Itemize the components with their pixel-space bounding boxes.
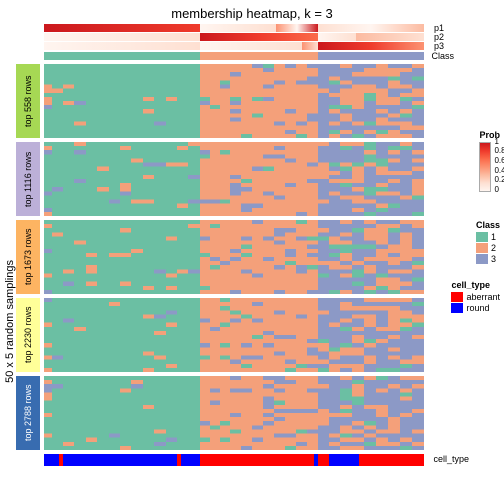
legend-item: 1 [476, 232, 500, 242]
block-label: top 2788 rows [16, 376, 40, 450]
prob-tick: 1 [494, 137, 498, 146]
legend-item: round [451, 303, 500, 313]
legend-item: 3 [476, 254, 500, 264]
legend-celltype-title: cell_type [451, 280, 500, 290]
block-label: top 1116 rows [16, 142, 40, 216]
sampling-block: top 558 rows [44, 64, 424, 138]
celltype-row: cell_type [44, 454, 424, 466]
prob-tick: 0.2 [494, 175, 504, 184]
heatmap-container: p1p2p3Classtop 558 rowstop 1116 rowstop … [44, 24, 424, 466]
block-label: top 1673 rows [16, 220, 40, 294]
sampling-block: top 1116 rows [44, 142, 424, 216]
prob-row-p1: p1 [44, 24, 424, 32]
celltype-row-label: cell_type [433, 454, 469, 464]
sampling-block: top 2230 rows [44, 298, 424, 372]
prob-row-p3: p3 [44, 42, 424, 50]
prob-colorbar: 00.20.40.60.81 [479, 142, 491, 192]
prob-tick: 0.4 [494, 166, 504, 175]
chart-title: membership heatmap, k = 3 [0, 6, 504, 21]
y-axis-label: 50 x 5 random samplings [4, 260, 16, 383]
class-row-label: Class [431, 51, 454, 61]
class-row: Class [44, 52, 424, 60]
block-label: top 2230 rows [16, 298, 40, 372]
prob-tick: 0.8 [494, 146, 504, 155]
legend-class-title: Class [476, 220, 500, 230]
legend-item: 2 [476, 243, 500, 253]
legend-class: Class 123 [476, 220, 500, 265]
sampling-block: top 2788 rows [44, 376, 424, 450]
legend-celltype: cell_type aberrantround [451, 280, 500, 314]
block-label: top 558 rows [16, 64, 40, 138]
legend-prob: Prob 00.20.40.60.81 [479, 130, 500, 192]
prob-label-p3: p3 [434, 41, 444, 51]
sampling-block: top 1673 rows [44, 220, 424, 294]
legend-item: aberrant [451, 292, 500, 302]
prob-tick: 0 [494, 185, 498, 194]
prob-tick: 0.6 [494, 156, 504, 165]
prob-row-p2: p2 [44, 33, 424, 41]
